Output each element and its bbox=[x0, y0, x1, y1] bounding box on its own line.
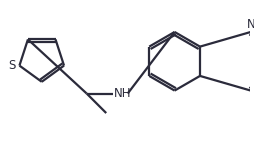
Text: NH: NH bbox=[114, 87, 131, 100]
Text: S: S bbox=[8, 59, 15, 72]
Text: N: N bbox=[245, 18, 254, 31]
